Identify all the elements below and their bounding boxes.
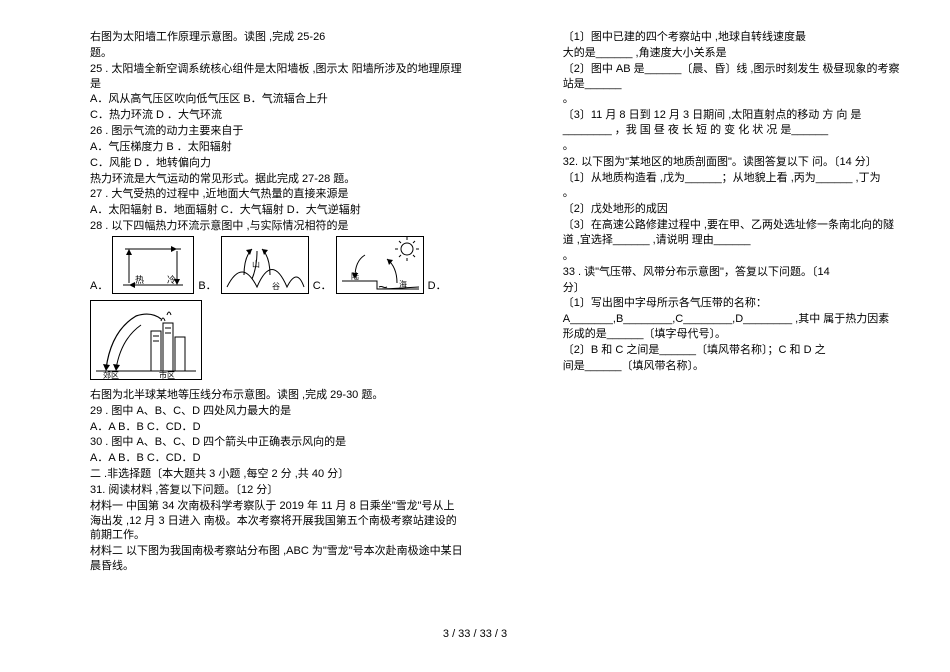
text-line: 分〕: [563, 281, 900, 296]
text-line: 〔1〕写出图中字母所示各气压带的名称：: [563, 296, 900, 311]
text-line: 。: [563, 186, 900, 201]
option-a-label: A．: [90, 279, 108, 294]
text-line: 32. 以下图为"某地区的地质剖面图"。读图答复以下 问。〔14 分〕: [563, 155, 900, 170]
text-line: 〔3〕11 月 8 日到 12 月 3 日期间 ,太阳直射点的移动 方 向 是 …: [563, 108, 900, 138]
text-line: 题。: [90, 46, 463, 61]
svg-text:海: 海: [399, 279, 407, 289]
text-line: A．A B．B C．CD．D: [90, 420, 463, 435]
text-line: 〔3〕在高速公路修建过程中 ,要在甲、乙两处选址修一条南北向的隧道 ,宜选择__…: [563, 218, 900, 248]
svg-text:山: 山: [252, 259, 260, 269]
text-line: 二 .非选择题〔本大题共 3 小题 ,每空 2 分 ,共 40 分〕: [90, 467, 463, 482]
text-line: 右图为北半球某地等压线分布示意图。读图 ,完成 29-30 题。: [90, 388, 463, 403]
text-line: 大的是______ ,角速度大小关系是: [563, 46, 900, 61]
text-line: 33 . 读"气压带、风带分布示意图"，答复以下问题。〔14: [563, 265, 900, 280]
q28-figure-d: 郊区 市区: [90, 300, 202, 380]
text-line: 间是______〔填风带名称〕。: [563, 359, 900, 374]
text-line: 28 . 以下四幅热力环流示意图中 ,与实际情况相符的是: [90, 219, 463, 234]
text-line: 热力环流是大气运动的常见形式。据此完成 27-28 题。: [90, 172, 463, 187]
text-line: 〔1〕图中已建的四个考察站中 ,地球自转线速度最: [563, 30, 900, 45]
text-line: 31. 阅读材料 ,答复以下问题。〔12 分〕: [90, 483, 463, 498]
svg-text:热: 热: [135, 274, 144, 285]
text-line: A．太阳辐射 B．地面辐射 C．大气辐射 D．大气逆辐射: [90, 203, 463, 218]
text-line: 〔2〕戊处地形的成因: [563, 202, 900, 217]
text-line: 27 . 大气受热的过程中 ,近地面大气热量的直接来源是: [90, 187, 463, 202]
svg-text:谷: 谷: [272, 282, 280, 291]
q28-figure-c: 陆 海: [336, 236, 424, 294]
svg-text:市区: 市区: [159, 370, 175, 379]
text-line: A．气压梯度力 B ．太阳辐射: [90, 140, 463, 155]
text-line: A_______,B________,C________,D________ ,…: [563, 312, 900, 342]
text-line: 25 . 太阳墙全新空调系统核心组件是太阳墙板 ,图示太 阳墙所涉及的地理原理是: [90, 62, 463, 92]
text-line: A．风从高气压区吹向低气压区 B．气流辐合上升: [90, 92, 463, 107]
text-line: 29 . 图中 A、B、C、D 四处风力最大的是: [90, 404, 463, 419]
option-b-label: B．: [198, 279, 216, 294]
q28-figure-a: 热 冷: [112, 236, 194, 294]
text-line: C．热力环流 D ．大气环流: [90, 108, 463, 123]
option-c-label: C．: [313, 279, 332, 294]
q28-figure-d-wrap: 郊区 市区: [90, 300, 463, 385]
text-line: 〔2〕B 和 C 之间是______〔填风带名称〕；C 和 D 之: [563, 343, 900, 358]
text-line: C．风能 D ．地转偏向力: [90, 156, 463, 171]
text-line: 右图为太阳墙工作原理示意图。读图 ,完成 25-26: [90, 30, 463, 45]
text-line: A．A B．B C．CD．D: [90, 451, 463, 466]
svg-text:郊区: 郊区: [103, 370, 119, 379]
text-line: 〔2〕图中 AB 是______〔晨、昏〕线 ,图示时刻发生 极昼现象的考察站是…: [563, 62, 900, 92]
svg-text:陆: 陆: [351, 271, 359, 281]
text-line: 。: [563, 139, 900, 154]
q28-figure-b: 山 谷: [221, 236, 309, 294]
svg-text:冷: 冷: [167, 274, 176, 285]
text-line: 材料二 以下图为我国南极考察站分布图 ,ABC 为"雪龙"号本次赴南极途中某日晨…: [90, 544, 463, 574]
text-line: 〔1〕从地质构造看 ,戊为______；从地貌上看 ,丙为______ ,丁为: [563, 171, 900, 186]
page-footer: 3 / 33 / 33 / 3: [0, 627, 950, 642]
text-line: 。: [563, 249, 900, 264]
text-line: 26 . 图示气流的动力主要来自于: [90, 124, 463, 139]
q28-figure-row: A． 热 冷 B．: [90, 236, 463, 294]
text-line: 30 . 图中 A、B、C、D 四个箭头中正确表示风向的是: [90, 435, 463, 450]
text-line: 。: [563, 92, 900, 107]
option-d-label: D．: [428, 279, 447, 294]
right-column: 〔1〕图中已建的四个考察站中 ,地球自转线速度最 大的是______ ,角速度大…: [563, 30, 900, 575]
left-column: 右图为太阳墙工作原理示意图。读图 ,完成 25-26 题。 25 . 太阳墙全新…: [90, 30, 463, 575]
text-line: 材料一 中国第 34 次南极科学考察队于 2019 年 11 月 8 日乘坐"雪…: [90, 499, 463, 544]
